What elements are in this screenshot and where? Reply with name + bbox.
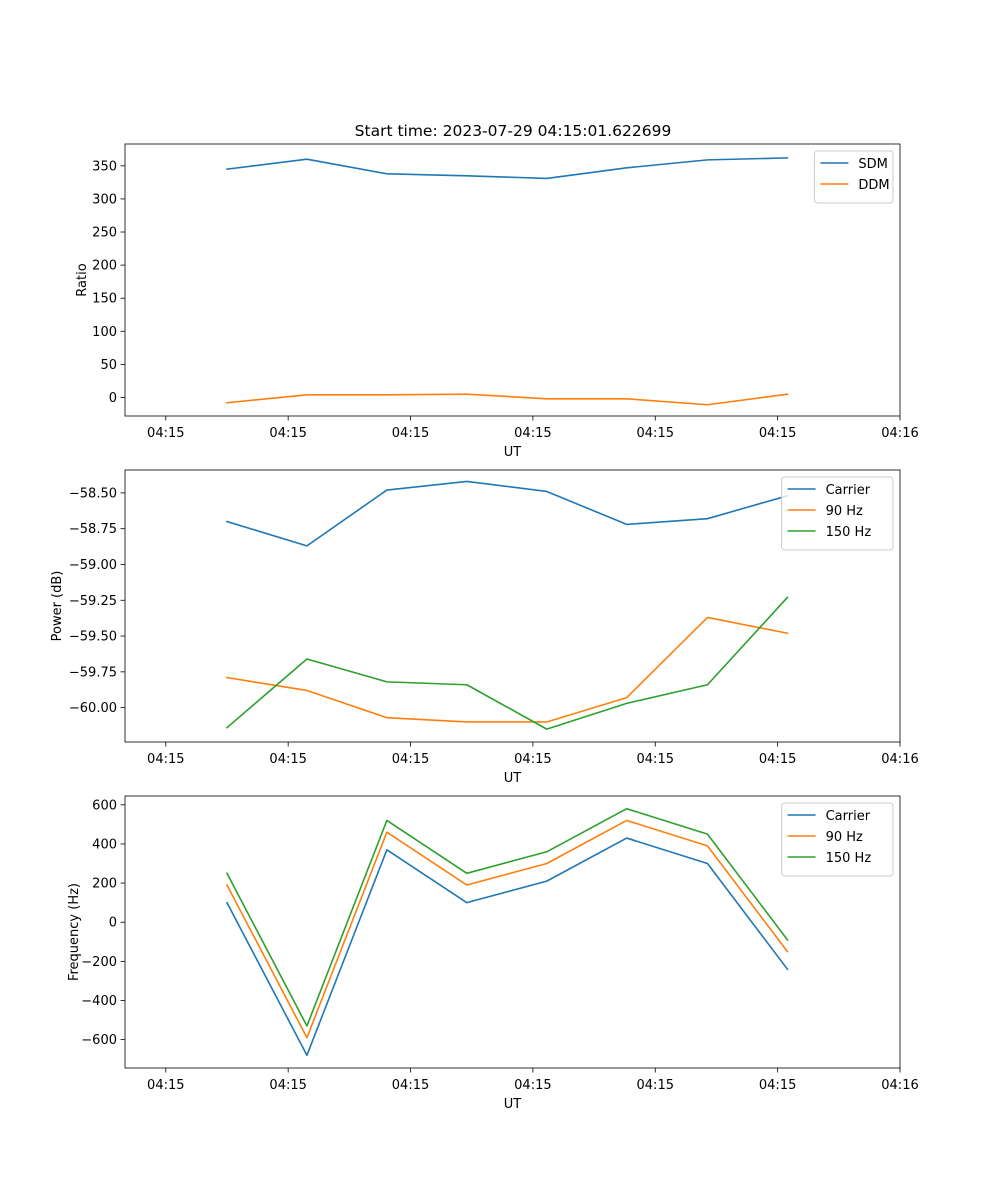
power-legend-label: Carrier <box>826 483 871 498</box>
frequency-legend-label: Carrier <box>826 809 871 824</box>
ratio-y-tick-label: 0 <box>109 391 117 406</box>
power-y-tick-label: −59.75 <box>69 665 117 680</box>
power-y-tick-label: −59.00 <box>69 558 117 573</box>
power-x-tick-label: 04:15 <box>269 752 306 767</box>
frequency-legend: Carrier 90 Hz 150 Hz <box>781 802 894 877</box>
power-y-axis-label: Power (dB) <box>50 571 65 642</box>
power-legend-label: 150 Hz <box>826 525 872 540</box>
power-y-tick-label: −59.50 <box>69 630 117 645</box>
ratio-x-tick-label: 04:15 <box>637 426 674 441</box>
frequency-axes-frame <box>124 795 901 1069</box>
power-x-tick-label: 04:16 <box>881 752 918 767</box>
frequency-series-150-hz-line <box>225 807 789 1027</box>
power-series-90-hz-line <box>226 616 789 723</box>
frequency-series-carrier-line <box>225 837 789 1057</box>
ratio-series-sdm-line <box>226 157 789 180</box>
ratio-x-tick-label: 04:15 <box>514 426 551 441</box>
frequency-y-tick-label: 600 <box>92 798 117 813</box>
frequency-y-tick-label: 200 <box>92 877 117 892</box>
frequency-x-tick-label: 04:15 <box>514 1078 551 1093</box>
ratio-y-tick-label: 200 <box>92 259 117 274</box>
ratio-legend-label: SDM <box>858 157 887 172</box>
power-y-tick-label: −60.00 <box>69 701 117 716</box>
ratio-y-tick-label: 50 <box>100 358 117 373</box>
power-axes-frame <box>124 469 901 743</box>
ratio-legend-label: DDM <box>858 178 889 193</box>
power-x-tick-label: 04:15 <box>514 752 551 767</box>
frequency-x-tick-label: 04:15 <box>759 1078 796 1093</box>
frequency-x-tick-label: 04:15 <box>637 1078 674 1093</box>
frequency-x-tick-label: 04:15 <box>392 1078 429 1093</box>
ratio-axes-frame <box>124 143 901 417</box>
frequency-y-tick-label: 400 <box>92 837 117 852</box>
frequency-panel: 04:15 04:15 04:15 04:15 04:15 04:15 04:16 −600 −… <box>67 795 919 1112</box>
ratio-x-axis-label: UT <box>504 445 522 460</box>
power-x-tick-label: 04:15 <box>759 752 796 767</box>
power-x-tick-label: 04:15 <box>637 752 674 767</box>
power-series-carrier-line <box>225 480 789 547</box>
ratio-series-ddm-line <box>226 393 789 406</box>
figure-title: Start time: 2023-07-29 04:15:01.622699 <box>355 122 672 140</box>
frequency-y-tick-label: −600 <box>81 1033 117 1048</box>
ratio-y-tick-label: 300 <box>92 192 117 207</box>
power-y-tick-label: −58.50 <box>69 486 117 501</box>
frequency-x-tick-label: 04:15 <box>269 1078 306 1093</box>
frequency-y-tick-label: 0 <box>109 916 117 931</box>
power-series-150-hz-line <box>225 596 789 730</box>
frequency-x-tick-label: 04:16 <box>881 1078 918 1093</box>
ratio-y-axis-label: Ratio <box>75 263 90 296</box>
frequency-y-tick-label: −400 <box>81 994 117 1009</box>
frequency-x-tick-label: 04:15 <box>147 1078 184 1093</box>
ratio-x-tick-label: 04:16 <box>881 426 918 441</box>
frequency-legend-label: 150 Hz <box>826 851 872 866</box>
power-panel: 04:15 04:15 04:15 04:15 04:15 04:15 04:16 −60.0… <box>50 469 919 786</box>
frequency-y-tick-label: −200 <box>81 955 117 970</box>
power-x-tick-label: 04:15 <box>147 752 184 767</box>
frequency-series-90-hz-line <box>225 819 789 1039</box>
power-legend-label: 90 Hz <box>826 504 863 519</box>
ratio-legend: SDM DDM <box>813 150 894 204</box>
power-legend: Carrier 90 Hz 150 Hz <box>781 476 894 551</box>
power-x-tick-label: 04:15 <box>392 752 429 767</box>
frequency-y-axis-label: Frequency (Hz) <box>67 883 82 981</box>
ratio-y-tick-label: 100 <box>92 325 117 340</box>
ratio-x-tick-label: 04:15 <box>269 426 306 441</box>
ratio-x-tick-label: 04:15 <box>392 426 429 441</box>
power-y-tick-label: −58.75 <box>69 522 117 537</box>
frequency-x-axis-label: UT <box>504 1097 522 1112</box>
ratio-y-tick-label: 250 <box>92 226 117 241</box>
ratio-legend-frame <box>813 150 894 204</box>
ratio-y-tick-label: 150 <box>92 292 117 307</box>
power-y-tick-label: −59.25 <box>69 594 117 609</box>
frequency-legend-label: 90 Hz <box>826 830 863 845</box>
power-x-axis-label: UT <box>504 771 522 786</box>
ratio-x-tick-label: 04:15 <box>759 426 796 441</box>
ratio-x-tick-label: 04:15 <box>147 426 184 441</box>
ratio-y-tick-label: 350 <box>92 159 117 174</box>
ratio-panel: 04:15 04:15 04:15 04:15 04:15 04:15 04:16 0 50 10… <box>75 143 919 460</box>
